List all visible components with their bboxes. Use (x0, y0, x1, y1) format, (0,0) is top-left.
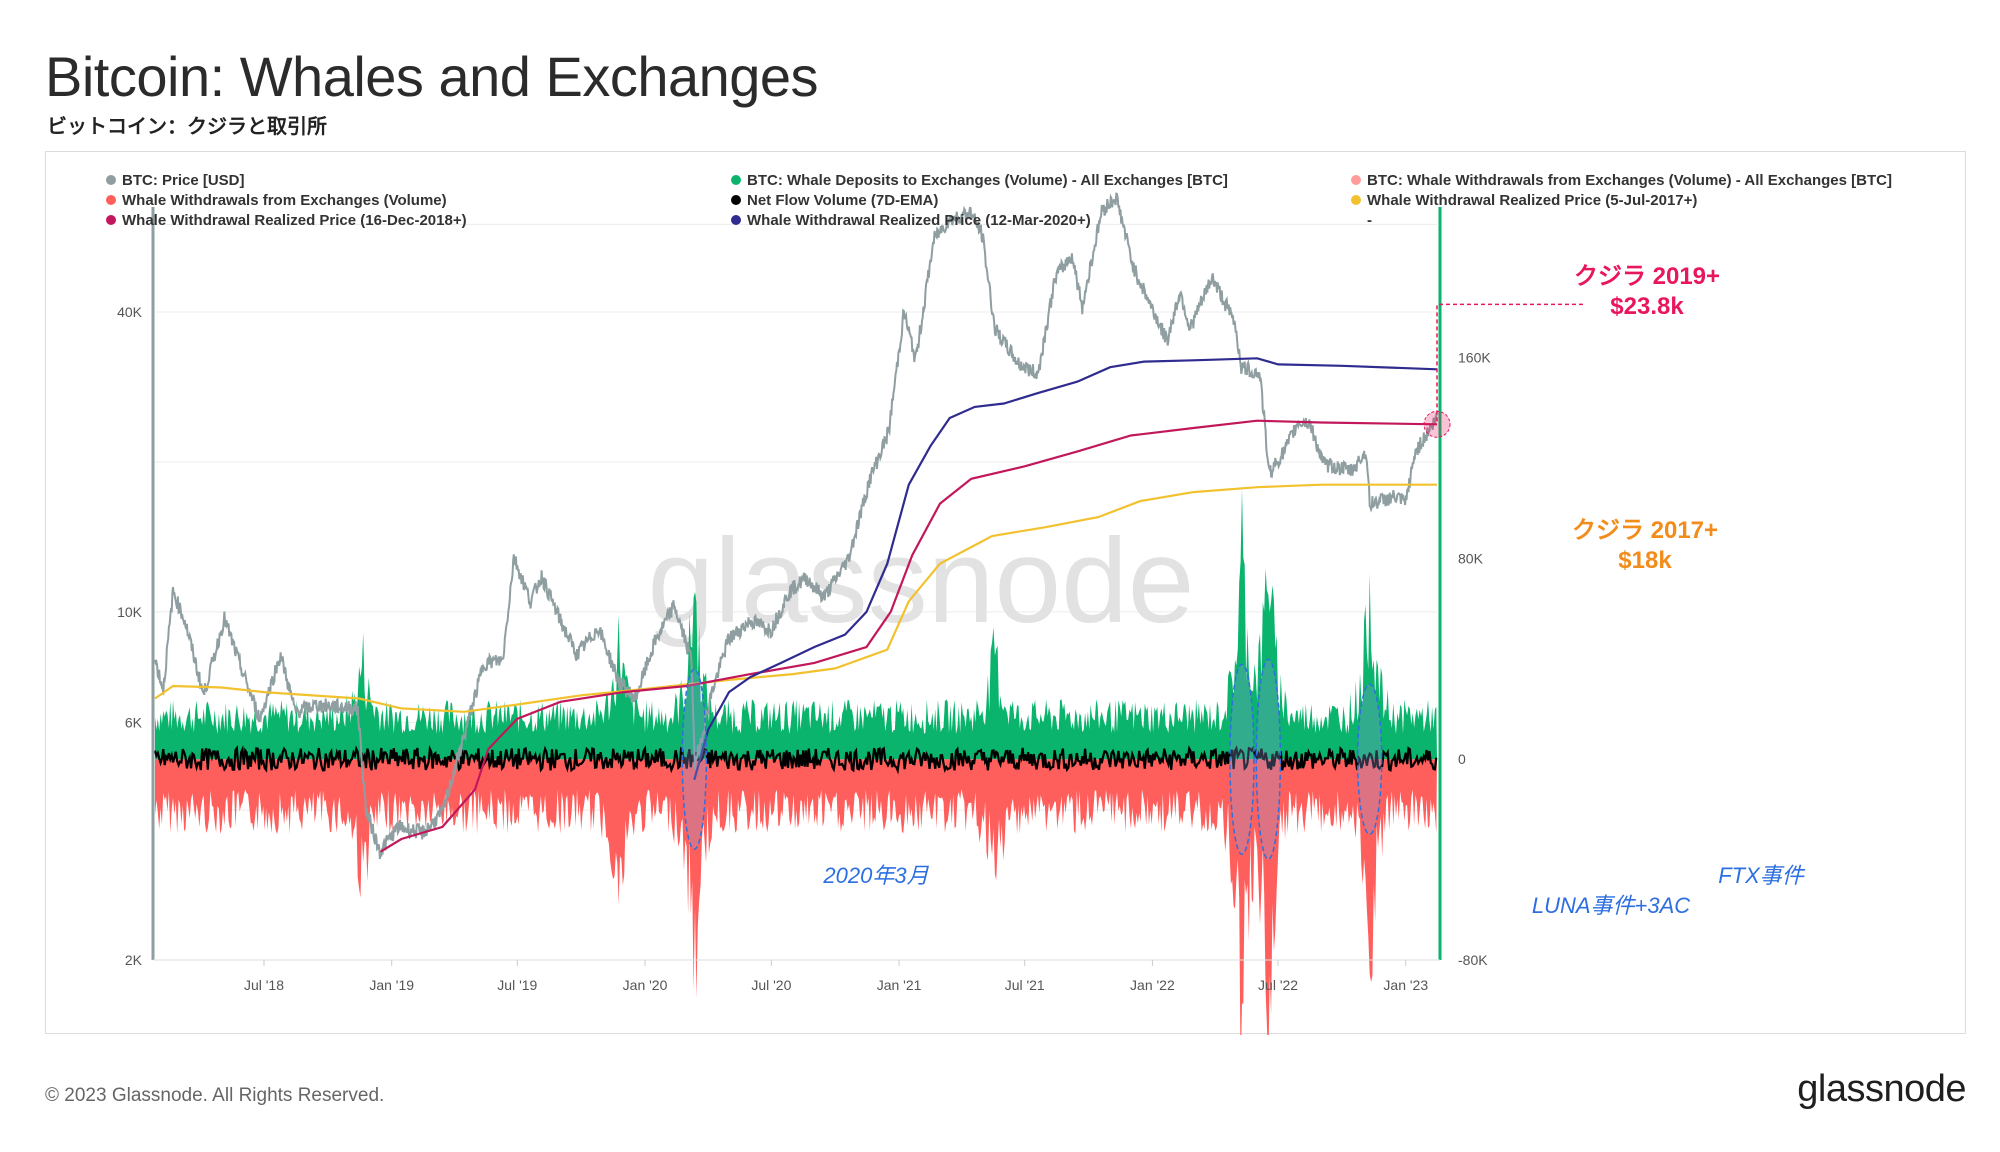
legend-label[interactable]: Whale Withdrawal Realized Price (12-Mar-… (747, 212, 1091, 229)
deposits-area (155, 488, 1437, 760)
y-right-tick-label: 0 (1458, 751, 1466, 767)
legend-swatch (106, 195, 116, 205)
legend-label[interactable]: BTC: Price [USD] (122, 172, 245, 189)
event-highlight (1229, 663, 1255, 855)
legend-swatch (1351, 175, 1361, 185)
y-left-tick-label: 6K (125, 714, 143, 730)
realized-price-line (154, 483, 1437, 713)
event-highlight (1255, 658, 1282, 860)
annotations: クジラ 2019+ $23.8k クジラ 2017+ $18k 2020年3月 … (681, 263, 1806, 918)
x-tick-label: Jan '19 (369, 977, 414, 993)
realized-price-line (693, 357, 1438, 781)
annotation-whale2019-line2: $23.8k (1610, 293, 1684, 320)
x-tick-label: Jul '22 (1258, 977, 1298, 993)
x-tick-label: Jul '18 (244, 977, 284, 993)
y-right-tick-label: 80K (1458, 550, 1484, 566)
annotation-march2020: 2020年3月 (822, 863, 929, 888)
x-tick-label: Jul '21 (1005, 977, 1045, 993)
annotation-ftx: FTX事件 (1718, 863, 1806, 888)
flow-bars (153, 488, 1438, 1035)
withdrawals-area (155, 759, 1437, 1035)
legend-swatch (106, 175, 116, 185)
legend-label[interactable]: Whale Withdrawal Realized Price (5-Jul-2… (1367, 192, 1697, 209)
event-highlight (681, 668, 708, 850)
y-left-tick-label: 10K (117, 604, 143, 620)
legend-swatch (731, 195, 741, 205)
realized-price-line (380, 419, 1438, 853)
event-highlight (1356, 683, 1383, 835)
x-tick-label: Jan '23 (1383, 977, 1428, 993)
chart-title: Bitcoin: Whales and Exchanges (45, 45, 819, 108)
x-tick-label: Jul '19 (497, 977, 537, 993)
legend-swatch (1351, 195, 1361, 205)
watermark: glassnode (647, 514, 1194, 648)
legend-label[interactable]: Whale Withdrawal Realized Price (16-Dec-… (122, 212, 467, 229)
annotation-whale2017-line1: クジラ 2017+ (1572, 517, 1718, 544)
y-left-tick-label: 2K (125, 952, 143, 968)
legend: BTC: Price [USD] BTC: Whale Deposits to E… (106, 172, 1892, 229)
chart-subtitle: ビットコイン：クジラと取引所 (47, 116, 327, 138)
legend-swatch (731, 175, 741, 185)
y-left-tick-label: 40K (117, 304, 143, 320)
price-line (154, 192, 1438, 860)
series-lines (154, 192, 1438, 860)
legend-label[interactable]: - (1367, 212, 1372, 229)
chart-svg: glassnode 2K 6K 10K 40K -80K 0 80K 160K Jul '18 J… (106, 172, 1892, 1035)
x-tick-label: Jan '20 (623, 977, 668, 993)
legend-swatch (106, 215, 116, 225)
y-right-tick-label: -80K (1458, 952, 1488, 968)
annotation-whale2019-line1: クジラ 2019+ (1574, 263, 1720, 290)
annotation-luna: LUNA事件+3AC (1532, 893, 1690, 918)
legend-label[interactable]: Whale Withdrawals from Exchanges (Volume… (122, 192, 447, 209)
footer-copyright: © 2023 Glassnode. All Rights Reserved. (45, 1085, 385, 1106)
x-tick-label: Jan '21 (877, 977, 922, 993)
annotation-whale2017-line2: $18k (1618, 547, 1672, 574)
legend-label[interactable]: BTC: Whale Withdrawals from Exchanges (V… (1367, 172, 1892, 189)
legend-label[interactable]: Net Flow Volume (7D-EMA) (747, 192, 938, 209)
x-tick-label: Jul '20 (751, 977, 791, 993)
whale2019-marker (1423, 410, 1451, 438)
x-tick-label: Jan '22 (1130, 977, 1175, 993)
footer-logo: glassnode (1797, 1068, 1966, 1110)
legend-swatch (731, 215, 741, 225)
netflow-line (153, 744, 1438, 775)
legend-label[interactable]: BTC: Whale Deposits to Exchanges (Volume… (747, 172, 1228, 189)
whale2019-callout-line (1436, 303, 1583, 425)
axes: 2K 6K 10K 40K -80K 0 80K 160K Jul '18 Jan '19 Jul … (117, 207, 1491, 993)
y-right-tick-label: 160K (1458, 350, 1491, 366)
chart-panel: glassnode 2K 6K 10K 40K -80K 0 80K 160K Jul '18 J… (45, 151, 1966, 1035)
